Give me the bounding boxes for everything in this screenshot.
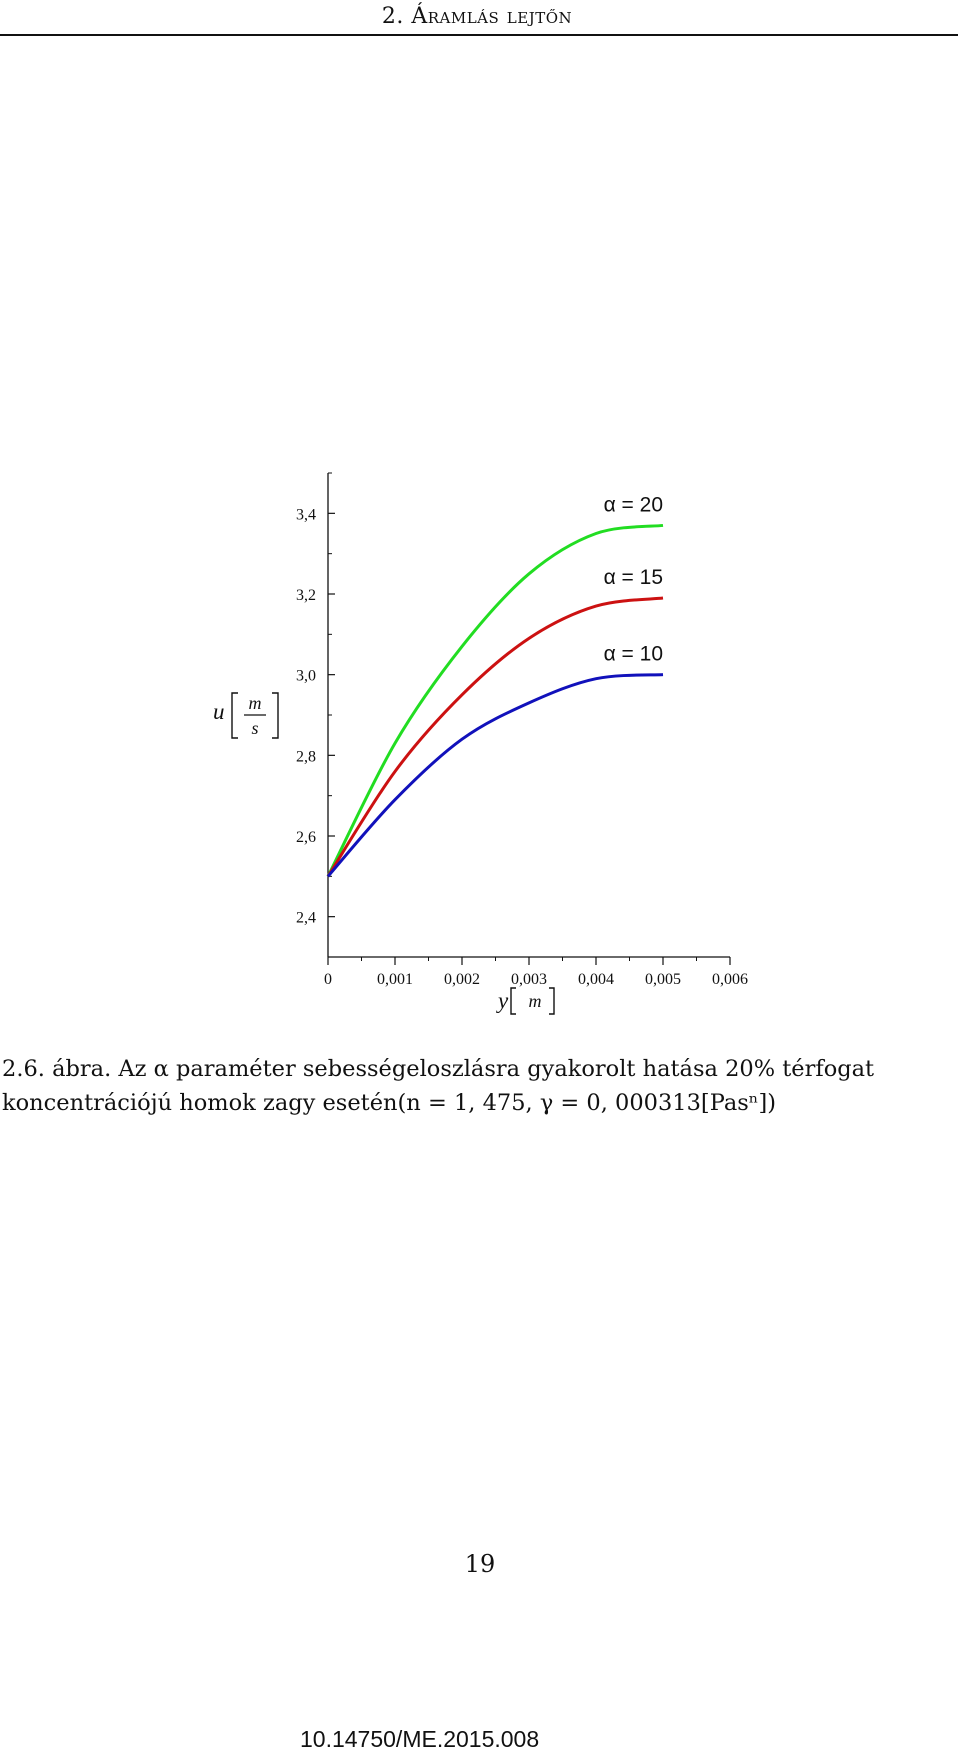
x-tick-label: 0,006 (712, 971, 748, 988)
velocity-profile-chart: 2,4 2,6 2,8 3,0 3,2 3,4 0 0,001 0,002 0,003 0,004 0… (213, 472, 748, 1015)
series-line-2 (326, 673, 664, 878)
header-rule (0, 34, 958, 36)
y-tick-label: 3,0 (296, 668, 316, 685)
caption-line-2: koncentrációjú homok zagy esetén(n = 1, … (2, 1090, 777, 1116)
running-header: 2. Áramlás lejtőn (381, 4, 573, 29)
series-line-1 (326, 596, 664, 878)
x-tick-label: 0,003 (511, 971, 547, 988)
caption-line-1: 2.6. ábra. Az α paraméter sebességeloszl… (2, 1056, 875, 1082)
y-unit-right-bracket (272, 692, 279, 739)
y-tick-label: 2,4 (296, 910, 316, 927)
x-axis-var: y (496, 988, 509, 1013)
y-tick-label: 3,4 (296, 506, 316, 523)
x-tick-label: 0,001 (377, 971, 413, 988)
series-label-1: α = 15 (604, 566, 663, 589)
y-axis-unit-numerator: m (249, 693, 262, 713)
series-line-0 (326, 523, 664, 878)
x-tick-label: 0,004 (578, 971, 614, 988)
x-unit-right-bracket (549, 987, 555, 1015)
x-unit-left-bracket (510, 987, 516, 1015)
y-axis-unit-denominator: s (251, 718, 258, 738)
x-tick-label: 0,002 (444, 971, 480, 988)
y-tick-label: 3,2 (296, 587, 316, 604)
y-unit-left-bracket (231, 692, 238, 739)
x-tick-label: 0 (324, 971, 332, 988)
page-number: 19 (464, 1550, 496, 1578)
series-label-0: α = 20 (604, 493, 663, 516)
y-axis-var: u (213, 699, 225, 724)
x-tick-label: 0,005 (645, 971, 681, 988)
figure-caption: 2.6. ábra. Az α paraméter sebességeloszl… (2, 1052, 956, 1120)
y-tick-label: 2,8 (296, 748, 316, 765)
doi-footer: 10.14750/ME.2015.008 (300, 1726, 540, 1752)
x-axis-unit: m (529, 991, 542, 1011)
y-axis-label: u m s (213, 692, 279, 739)
x-axis-label: y m (496, 987, 555, 1015)
y-tick-label: 2,6 (296, 829, 316, 846)
series-label-2: α = 10 (604, 643, 663, 666)
